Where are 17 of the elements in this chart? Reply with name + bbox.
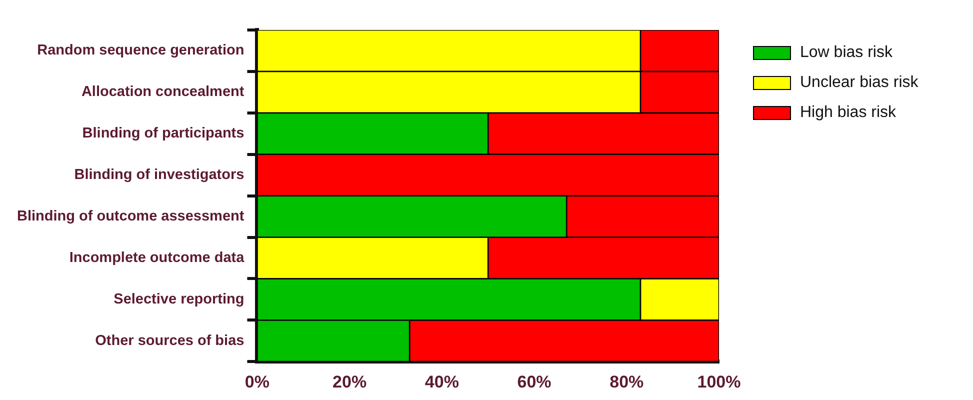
y-tick-label: Allocation concealment [81, 84, 244, 100]
x-tick-label: 100% [697, 372, 741, 392]
x-tick-label: 0% [244, 372, 270, 392]
x-tick-label: 40% [424, 372, 459, 392]
y-tick-label: Blinding of participants [82, 126, 244, 142]
y-tick-label: Other sources of bias [95, 332, 244, 349]
y-tick-label: Incomplete outcome data [69, 250, 246, 266]
x-tick-label: 20% [332, 372, 367, 392]
y-tick-label: Blinding of investigators [74, 167, 244, 184]
x-tick-label: 60% [517, 372, 552, 392]
text: High bias risk [800, 104, 896, 122]
legend-label: Low bias risk [800, 44, 892, 62]
x-tick-label: 80% [610, 372, 644, 392]
y-tick-label: Blinding of outcome assessment [16, 208, 244, 225]
y-tick-label: Selective reporting [114, 291, 244, 308]
legend-label: Unclear bias risk [800, 74, 918, 92]
y-tick-label: Random sequence generation [37, 42, 244, 59]
